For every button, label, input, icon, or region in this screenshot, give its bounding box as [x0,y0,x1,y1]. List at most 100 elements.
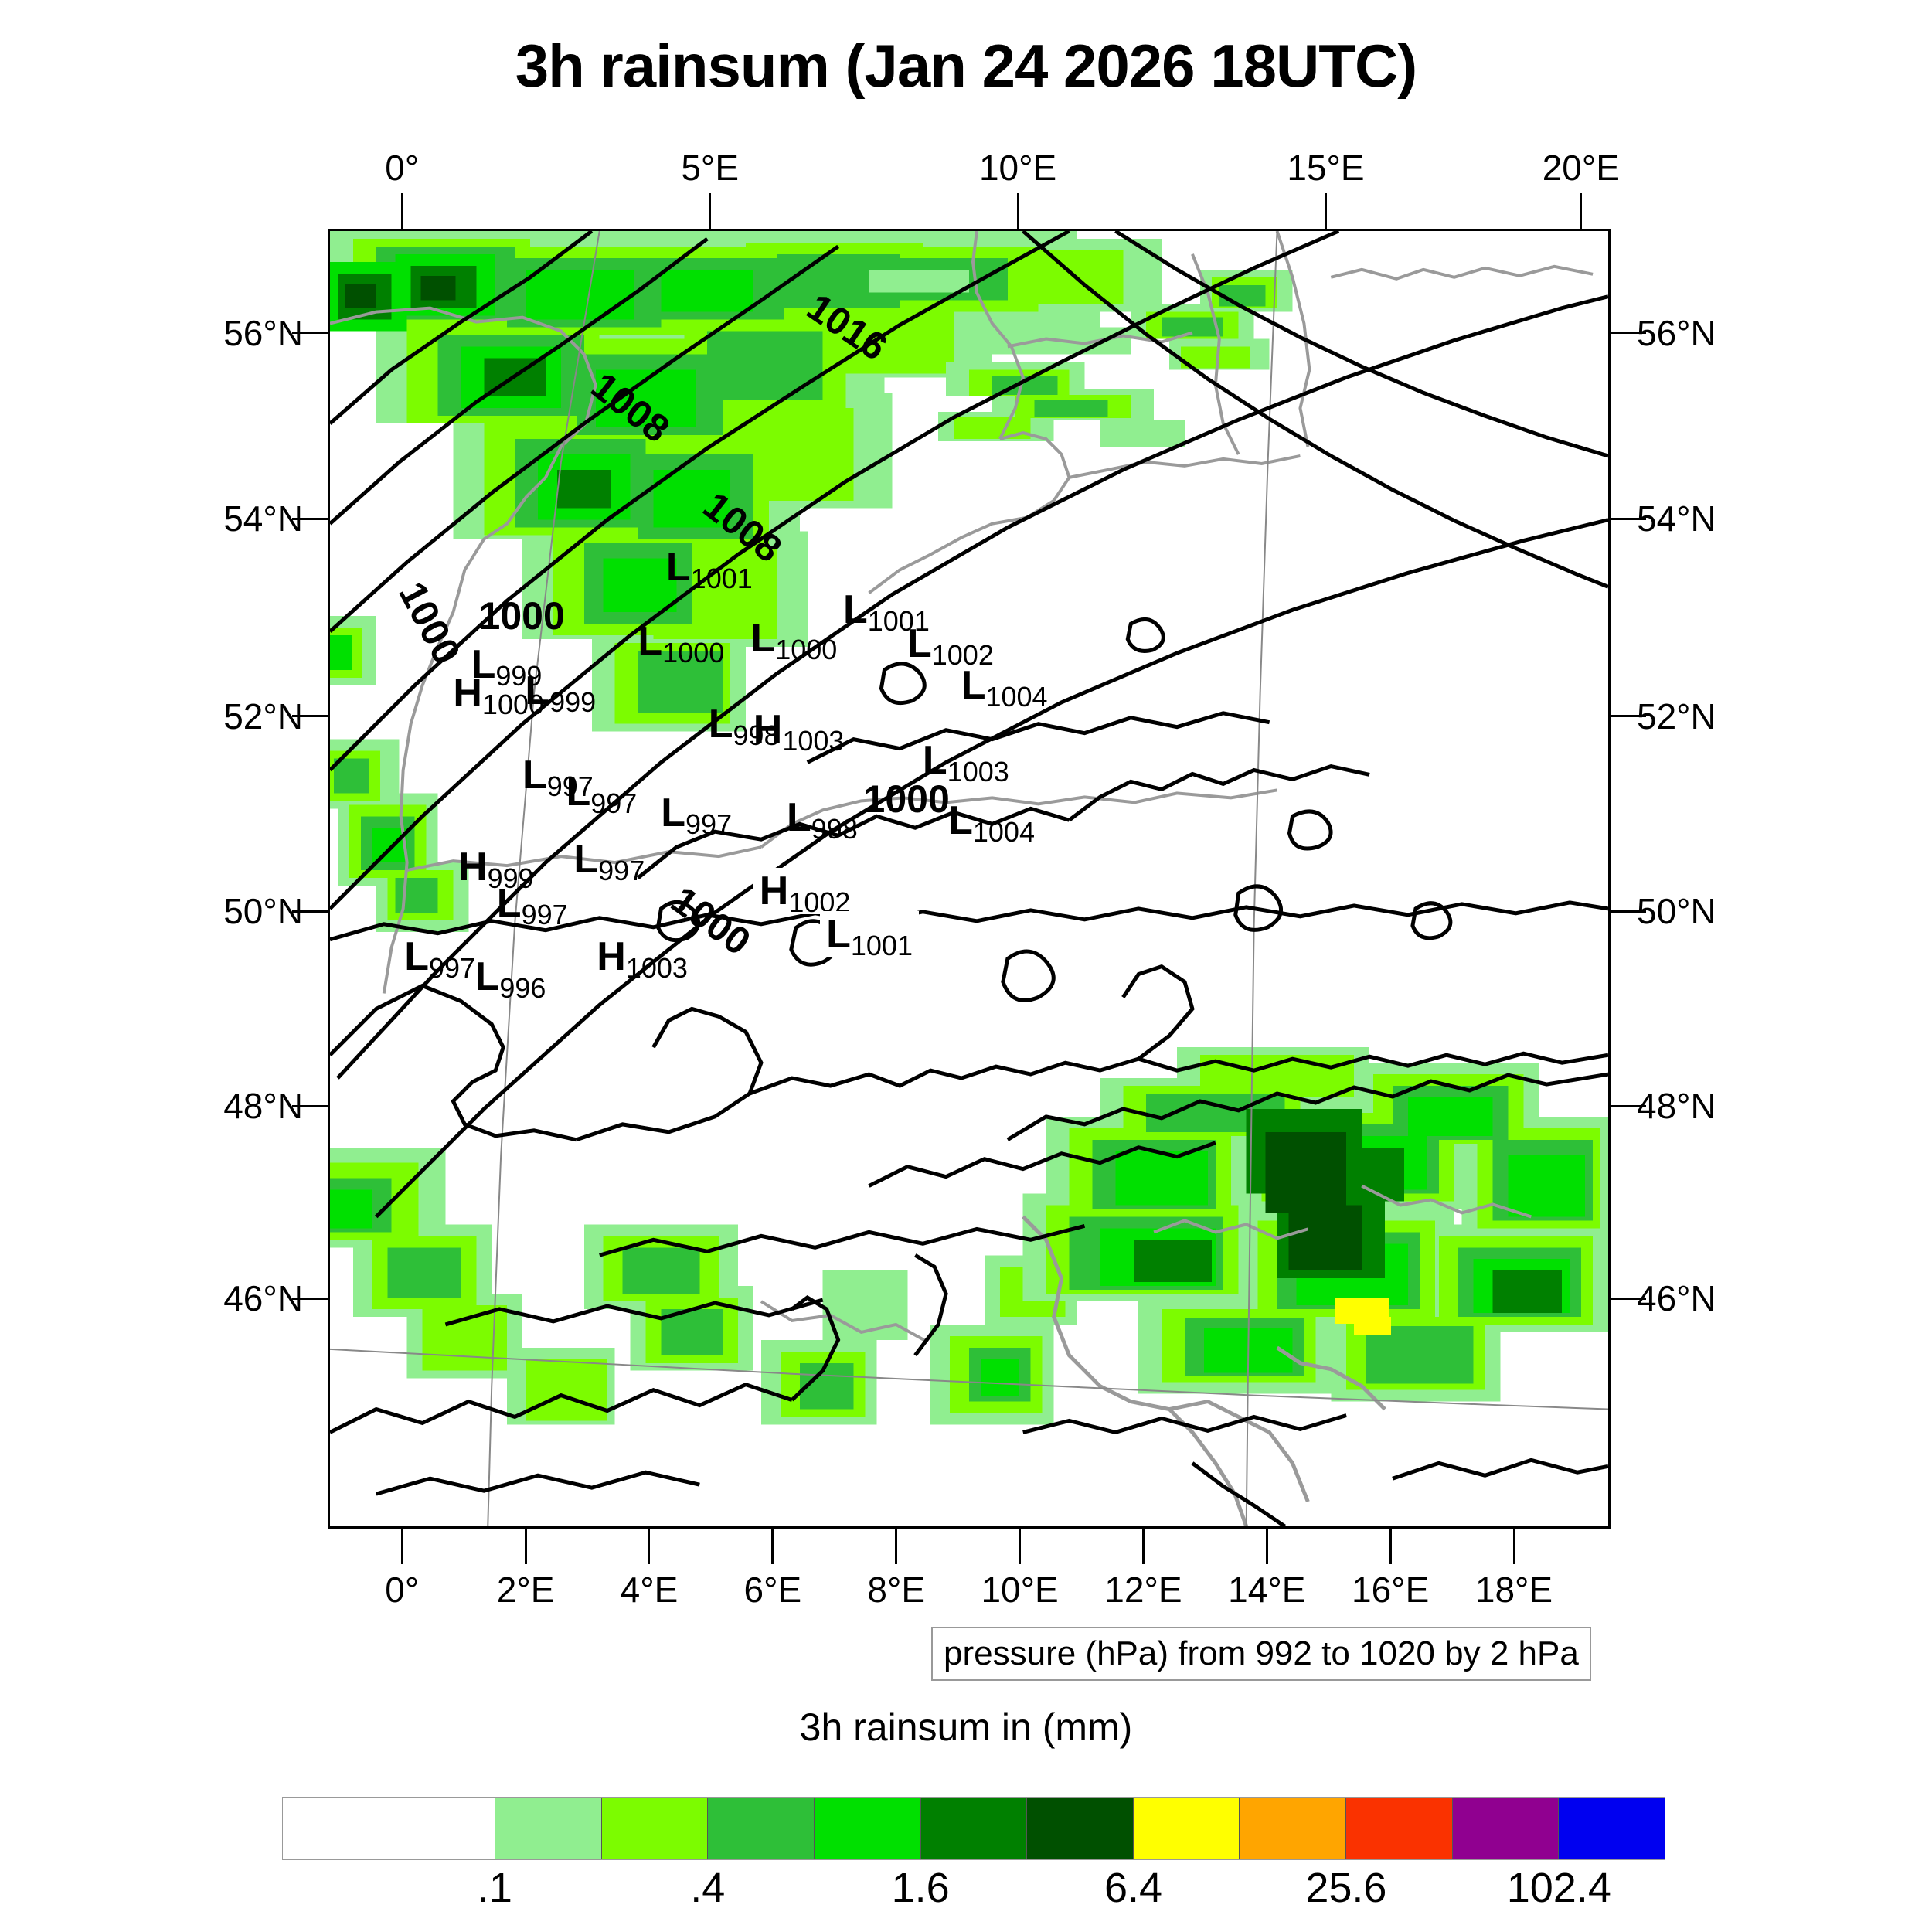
pressure-marker-value: 998 [733,719,780,752]
contour-label-1000-5: 1000 [863,777,950,821]
colorbar-label-1: .4 [690,1865,726,1911]
bottom-tick-0 [400,1529,403,1564]
right-tick-1 [1611,517,1646,520]
pressure-marker-value: 1001 [690,562,753,594]
map-canvas [330,231,1608,1526]
pressure-marker-l-1001-21: L1001 [820,910,919,959]
pressure-marker-value: 998 [811,813,858,845]
page-title: 3h rainsum (Jan 24 2026 18UTC) [515,32,1418,100]
pressure-marker-value: 1002 [931,638,994,671]
pressure-marker-type: H [759,869,789,914]
colorbar-swatch-4 [708,1798,815,1859]
right-tick-3 [1611,910,1646,913]
pressure-marker-l-1001-0: L1001 [665,544,753,593]
colorbar-labels: .1 .4 1.6 6.4 25.6 102.4 [282,1864,1665,1926]
pressure-marker-l-997-22: L997 [404,934,475,982]
bottom-tick-8 [1389,1529,1392,1564]
bottom-axis-label-2: 4°E [620,1570,679,1610]
pressure-marker-l-999-5: L999 [471,641,543,690]
bottom-tick-5 [1019,1529,1022,1564]
top-tick-0 [400,193,403,229]
pressure-marker-l-998-9: L998 [708,702,780,750]
pressure-marker-h-1002-20: H1002 [753,868,857,917]
pressure-marker-type: L [786,795,811,841]
pressure-marker-value: 997 [685,808,733,840]
pressure-marker-type: L [708,702,733,747]
pressure-marker-value: 997 [429,952,476,985]
pressure-marker-l-997-18: L997 [573,839,645,885]
pressure-marker-h-1000-6: H1000 [453,673,544,719]
colorbar-swatch-12 [1559,1798,1665,1859]
right-axis-label-4: 48°N [1637,1086,1716,1127]
pressure-marker-h-999-17: H999 [458,845,534,893]
bottom-axis-label-3: 6°E [743,1570,802,1610]
colorbar-label-0: .1 [477,1865,512,1911]
bottom-tick-7 [1265,1529,1268,1564]
top-axis-label-2: 10°E [978,148,1057,188]
pressure-marker-type: L [471,641,496,687]
right-axis-label-1: 54°N [1637,498,1716,539]
pressure-marker-value: 1000 [775,634,838,666]
top-axis-label-1: 5°E [681,148,740,188]
pressure-marker-value: 1004 [972,815,1035,848]
pressure-marker-value: 1000 [481,688,545,720]
top-tick-3 [1324,193,1327,229]
pressure-marker-value: 999 [495,659,543,692]
pressure-marker-value: 999 [549,685,597,718]
pressure-marker-value: 996 [499,971,546,1004]
pressure-marker-value: 1001 [850,929,913,961]
pressure-marker-l-1000-2: L1000 [638,621,724,667]
colorbar-label-5: 102.4 [1506,1865,1611,1911]
pressure-marker-type: L [566,769,591,815]
pressure-marker-l-1004-16: L1004 [948,801,1035,846]
top-tick-2 [1016,193,1019,229]
pressure-marker-l-997-14: L997 [661,793,732,838]
left-axis-label-1: 54°N [223,498,303,539]
colorbar-swatch-5 [815,1798,921,1859]
bottom-axis-label-0: 0° [385,1570,420,1610]
colorbar-swatch-8 [1133,1798,1240,1859]
left-tick-5 [292,1297,328,1300]
right-tick-2 [1611,715,1646,718]
top-axis-label-0: 0° [385,148,420,188]
left-tick-0 [292,332,328,335]
bottom-axis-label-5: 10°E [981,1570,1059,1610]
bottom-axis-label-1: 2°E [496,1570,555,1610]
pressure-marker-l-1003-11: L1003 [923,740,1009,786]
left-tick-2 [292,715,328,718]
pressure-marker-type: L [522,752,547,798]
pressure-marker-type: L [961,662,986,708]
pressure-marker-l-1001-1: L1001 [843,590,930,635]
pressure-marker-type: L [665,544,691,590]
pressure-marker-l-997-19: L997 [496,881,568,929]
pressure-marker-type: H [597,934,626,980]
left-axis-label-3: 50°N [223,891,303,932]
pressure-marker-value: 1003 [782,724,845,757]
left-tick-4 [292,1104,328,1107]
pressure-marker-l-1002-4: L1002 [907,621,994,669]
pressure-marker-l-997-13: L997 [566,769,637,818]
pressure-marker-type: L [496,881,522,927]
left-axis-label-2: 52°N [223,696,303,736]
bottom-tick-2 [648,1529,651,1564]
bottom-tick-9 [1512,1529,1515,1564]
pressure-marker-type: L [525,668,550,713]
pressure-marker-l-999-7: L999 [525,668,596,716]
pressure-marker-type: L [907,621,932,666]
pressure-marker-type: H [458,845,488,890]
bottom-tick-3 [771,1529,774,1564]
top-axis-label-3: 15°E [1287,148,1365,188]
pressure-marker-value: 997 [590,787,638,819]
pressure-marker-l-1004-8: L1004 [961,662,1048,711]
top-tick-4 [1580,193,1583,229]
bottom-axis-label-7: 14°E [1228,1570,1306,1610]
right-axis-label-3: 50°N [1637,891,1716,932]
precipitation-field [330,231,1608,1425]
right-axis-label-0: 56°N [1637,312,1716,353]
top-tick-1 [709,193,712,229]
colorbar-swatch-6 [920,1798,1028,1859]
pressure-marker-type: L [404,934,430,980]
bottom-tick-1 [524,1529,527,1564]
pressure-marker-value: 1001 [867,605,930,638]
map-plot-area: 1016 1008 1008 1000 1000 1000 1000 L1001 L1001 L… [328,229,1611,1529]
